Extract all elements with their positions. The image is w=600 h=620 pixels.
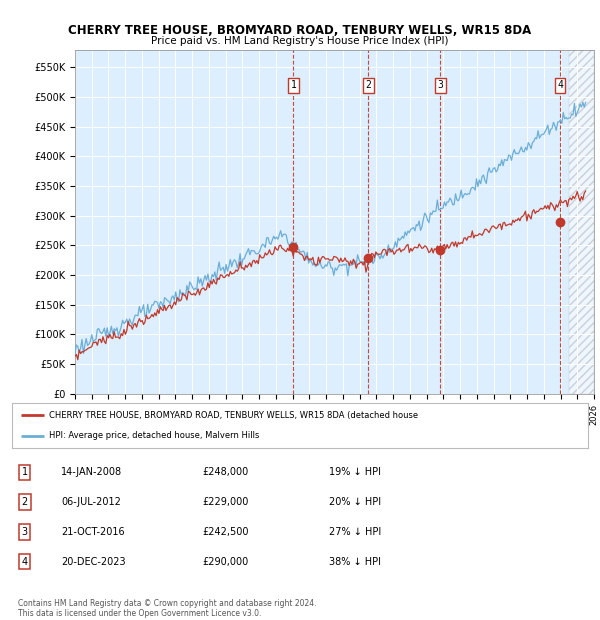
Text: 3: 3	[22, 527, 28, 537]
Text: CHERRY TREE HOUSE, BROMYARD ROAD, TENBURY WELLS, WR15 8DA (detached house: CHERRY TREE HOUSE, BROMYARD ROAD, TENBUR…	[49, 410, 419, 420]
Text: £248,000: £248,000	[202, 467, 248, 477]
Text: £242,500: £242,500	[202, 527, 248, 537]
Text: 06-JUL-2012: 06-JUL-2012	[61, 497, 121, 507]
Text: 14-JAN-2008: 14-JAN-2008	[61, 467, 122, 477]
Text: 2: 2	[22, 497, 28, 507]
Text: 1: 1	[290, 80, 296, 90]
Bar	[569, 50, 594, 394]
Text: 21-OCT-2016: 21-OCT-2016	[61, 527, 125, 537]
Text: £290,000: £290,000	[202, 557, 248, 567]
Text: £229,000: £229,000	[202, 497, 248, 507]
Text: Contains HM Land Registry data © Crown copyright and database right 2024.
This d: Contains HM Land Registry data © Crown c…	[18, 599, 317, 618]
Text: Price paid vs. HM Land Registry's House Price Index (HPI): Price paid vs. HM Land Registry's House …	[151, 36, 449, 46]
Text: 19% ↓ HPI: 19% ↓ HPI	[329, 467, 381, 477]
Text: 2: 2	[365, 80, 371, 90]
Text: HPI: Average price, detached house, Malvern Hills: HPI: Average price, detached house, Malv…	[49, 431, 260, 440]
Text: 3: 3	[437, 80, 443, 90]
Text: 4: 4	[22, 557, 28, 567]
Text: 20-DEC-2023: 20-DEC-2023	[61, 557, 125, 567]
Text: 27% ↓ HPI: 27% ↓ HPI	[329, 527, 381, 537]
Text: 1: 1	[22, 467, 28, 477]
Text: 38% ↓ HPI: 38% ↓ HPI	[329, 557, 381, 567]
Text: CHERRY TREE HOUSE, BROMYARD ROAD, TENBURY WELLS, WR15 8DA: CHERRY TREE HOUSE, BROMYARD ROAD, TENBUR…	[68, 24, 532, 37]
Text: 20% ↓ HPI: 20% ↓ HPI	[329, 497, 381, 507]
Text: 4: 4	[557, 80, 563, 90]
